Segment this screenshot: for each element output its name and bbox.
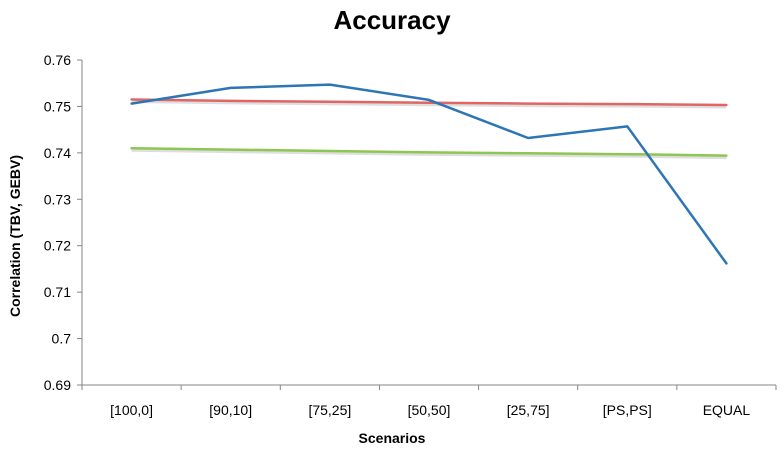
series-1-line [130,83,728,265]
x-tick-label: [75,25] [308,402,351,418]
x-tick-label: [100,0] [110,402,153,418]
y-tick-label: 0.74 [44,145,71,161]
series-2-shadow [131,100,727,109]
x-tick-label: [PS,PS] [603,402,652,418]
x-tick-label: [50,50] [408,402,451,418]
y-axis-title: Correlation (TBV, GEBV) [7,155,23,317]
series-3-shadow [131,148,727,160]
y-tick-label: 0.72 [44,238,71,254]
y-tick-label: 0.75 [44,98,71,114]
series-2-line [130,98,728,107]
y-tick-label: 0.73 [44,191,71,207]
x-tick-label: [25,75] [507,402,550,418]
y-tick-label: 0.76 [44,52,71,68]
y-tick-label: 0.7 [52,331,72,347]
x-tick-label: EQUAL [703,402,751,418]
x-tick-label: [90,10] [209,402,252,418]
axes [77,59,777,390]
tick-labels: 0.76 0.75 0.74 0.73 0.72 0.71 0.7 0.69 [100,0] [9… [44,52,751,418]
chart-title: Accuracy [333,5,451,35]
y-tick-label: 0.71 [44,284,71,300]
x-axis-title: Scenarios [359,430,426,446]
y-tick-label: 0.69 [44,377,71,393]
series-layer [130,83,728,265]
series-3-line [130,146,728,157]
